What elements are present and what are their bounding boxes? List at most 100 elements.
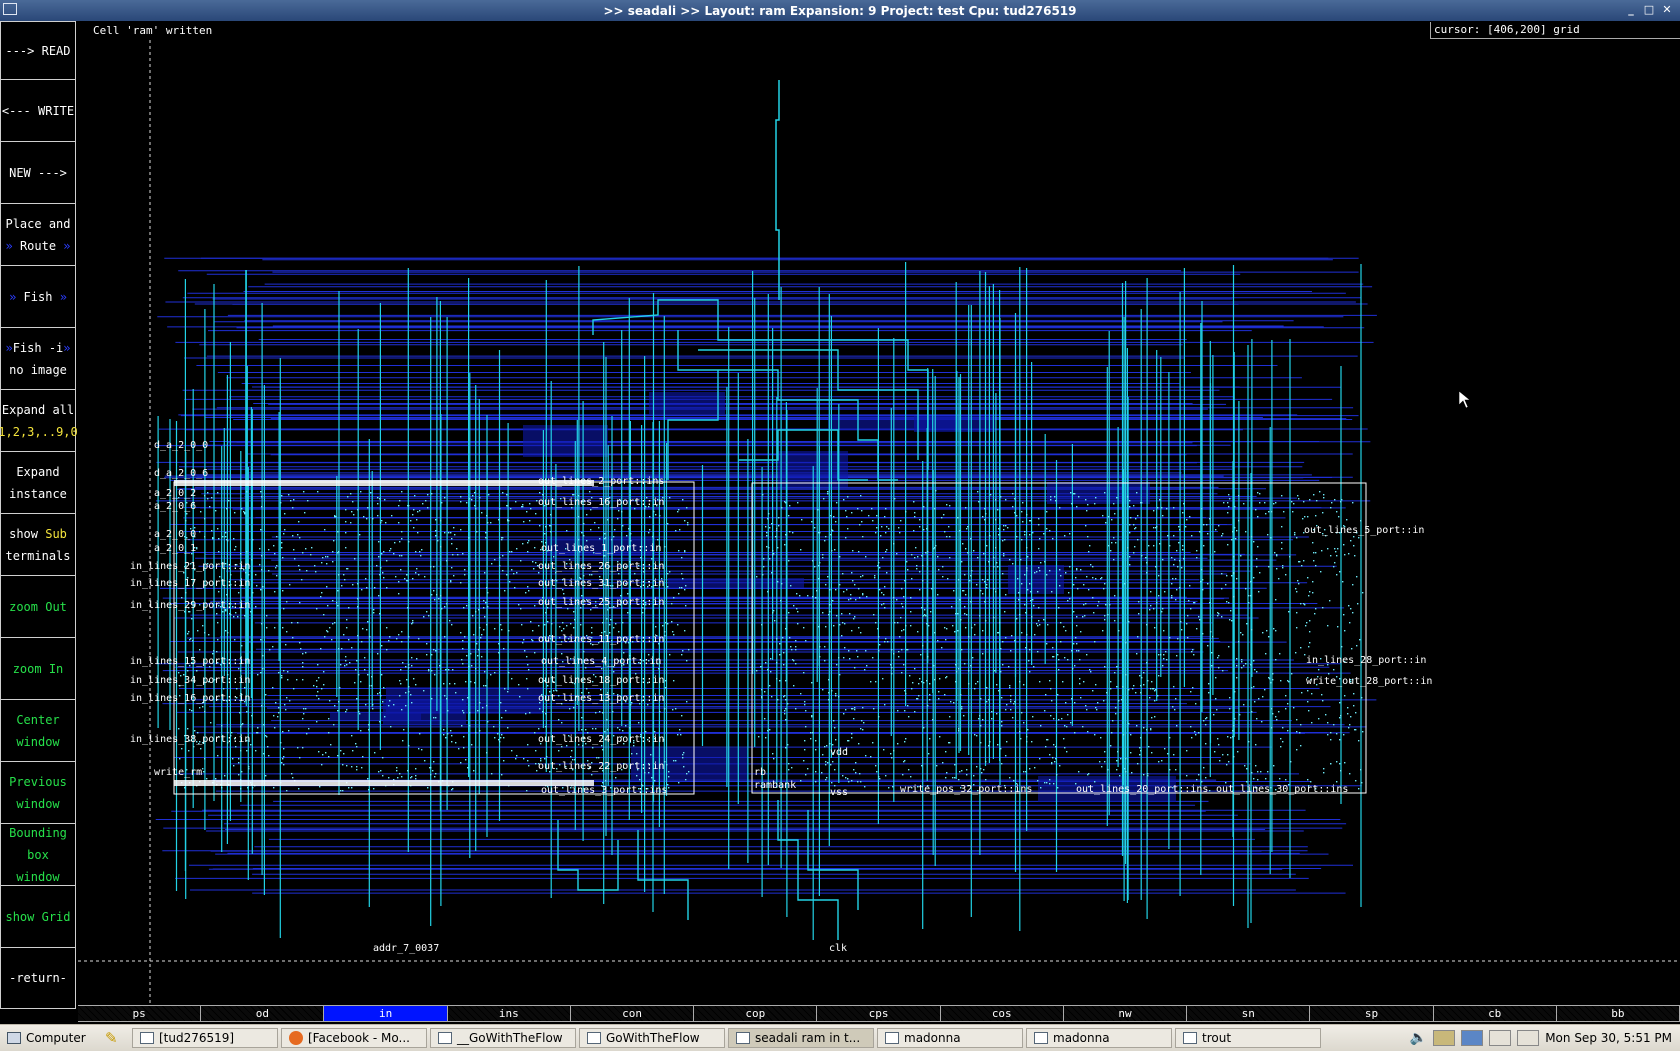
center-window-button[interactable]: Center window bbox=[0, 700, 76, 762]
zoom-in-button[interactable]: zoom In bbox=[0, 638, 76, 700]
zoom-out-button[interactable]: zoom Out bbox=[0, 576, 76, 638]
contact bbox=[970, 538, 972, 540]
fish-i-button[interactable]: »Fish -i» no image bbox=[0, 328, 76, 390]
contact bbox=[536, 770, 538, 772]
previous-window-button[interactable]: Previous window bbox=[0, 762, 76, 824]
contact bbox=[927, 656, 929, 658]
show-grid-button[interactable]: show Grid bbox=[0, 886, 76, 948]
metal-region bbox=[330, 712, 421, 720]
layer-tab-ins[interactable]: ins bbox=[447, 1005, 571, 1022]
return-button[interactable]: -return- bbox=[0, 948, 76, 1009]
taskbar-window[interactable]: [tud276519] bbox=[132, 1028, 278, 1048]
layer-tab-od[interactable]: od bbox=[201, 1005, 325, 1022]
maximize-icon[interactable]: □ bbox=[1643, 3, 1655, 16]
read-label: ---> READ bbox=[5, 43, 71, 58]
layer-tab-cos[interactable]: cos bbox=[940, 1005, 1064, 1022]
layer-tab-con[interactable]: con bbox=[570, 1005, 695, 1022]
contact bbox=[212, 537, 214, 539]
contact bbox=[538, 625, 540, 627]
contact bbox=[851, 737, 853, 739]
contact bbox=[766, 535, 768, 537]
contact bbox=[1262, 696, 1264, 698]
layer-tab-cop[interactable]: cop bbox=[694, 1005, 818, 1022]
taskbar-window[interactable]: madonna bbox=[1026, 1028, 1172, 1048]
contact bbox=[858, 588, 860, 590]
workspace-switcher[interactable] bbox=[1517, 1030, 1540, 1046]
layout-canvas[interactable]: d_a_2_0_0 d_a_2_0_6 a_2_0_2 a_2_0_6 a_2_… bbox=[78, 40, 1680, 1004]
contact bbox=[1336, 733, 1338, 735]
show-sub-terminals-button[interactable]: show Sub terminals bbox=[0, 514, 76, 576]
layer-tab-sp[interactable]: sp bbox=[1310, 1005, 1434, 1022]
instance-box-left[interactable] bbox=[173, 481, 695, 795]
contact bbox=[583, 523, 585, 525]
workspace-switcher[interactable] bbox=[1461, 1030, 1484, 1046]
layer-tab-in[interactable]: in bbox=[324, 1005, 448, 1022]
contact bbox=[1317, 676, 1319, 678]
contact bbox=[1039, 624, 1041, 626]
contact bbox=[494, 559, 496, 561]
contact bbox=[1120, 758, 1122, 760]
contact bbox=[1193, 654, 1195, 656]
contact bbox=[296, 679, 298, 681]
contact bbox=[1111, 542, 1113, 544]
contact bbox=[1078, 771, 1080, 773]
write-button[interactable]: <--- WRITE bbox=[0, 80, 76, 142]
contact bbox=[550, 525, 552, 527]
new-button[interactable]: NEW ---> bbox=[0, 142, 76, 204]
layer-tab-cps[interactable]: cps bbox=[817, 1005, 941, 1022]
close-icon[interactable]: ✕ bbox=[1662, 3, 1672, 16]
bounding-box-window-button[interactable]: Bounding box window bbox=[0, 824, 76, 886]
contact bbox=[884, 516, 886, 518]
layer-tab-bb[interactable]: bb bbox=[1556, 1005, 1680, 1022]
contact bbox=[761, 689, 763, 691]
expand-instance-button[interactable]: Expand instance bbox=[0, 452, 76, 514]
layer-tab-nw[interactable]: nw bbox=[1063, 1005, 1188, 1022]
taskbar-window[interactable]: GoWithTheFlow bbox=[579, 1028, 725, 1048]
taskbar-window[interactable]: [Facebook - Mo... bbox=[281, 1028, 427, 1048]
contact bbox=[1267, 534, 1269, 536]
expand-all-button[interactable]: Expand all 1,2,3,..9,0 bbox=[0, 390, 78, 452]
contact bbox=[381, 553, 383, 555]
contact bbox=[508, 630, 510, 632]
contact bbox=[281, 547, 283, 549]
contact bbox=[357, 509, 359, 511]
contact bbox=[408, 541, 410, 543]
contact bbox=[843, 591, 845, 593]
contact bbox=[1136, 492, 1138, 494]
contact bbox=[532, 640, 534, 642]
contact bbox=[804, 749, 806, 751]
contact bbox=[1162, 515, 1164, 517]
contact bbox=[461, 659, 463, 661]
contact bbox=[667, 573, 669, 575]
workspace-switcher[interactable] bbox=[1489, 1030, 1512, 1046]
workspace-switcher[interactable] bbox=[1433, 1030, 1456, 1046]
fish-button[interactable]: » Fish » bbox=[0, 266, 76, 328]
contact bbox=[558, 695, 560, 697]
contact bbox=[1316, 684, 1318, 686]
contact bbox=[460, 529, 462, 531]
taskbar-window[interactable]: madonna bbox=[877, 1028, 1023, 1048]
contact bbox=[851, 512, 853, 514]
instance-box-right[interactable] bbox=[751, 482, 1367, 794]
minimize-icon[interactable]: _ bbox=[1628, 3, 1634, 16]
layer-tab-cb[interactable]: cb bbox=[1433, 1005, 1557, 1022]
layer-tab-sn[interactable]: sn bbox=[1187, 1005, 1311, 1022]
contact bbox=[965, 548, 967, 550]
taskbar-window[interactable]: seadali ram in t... bbox=[728, 1028, 874, 1048]
contact bbox=[299, 569, 301, 571]
place-and-route-button[interactable]: Place and » Route » bbox=[0, 204, 76, 266]
clock[interactable]: Mon Sep 30, 5:51 PM bbox=[1545, 1031, 1672, 1045]
taskbar-window[interactable]: __GoWithTheFlow bbox=[430, 1028, 576, 1048]
terminal-label: in_lines_29_port::in bbox=[130, 600, 250, 611]
read-button[interactable]: ---> READ bbox=[0, 21, 76, 80]
contact bbox=[1186, 519, 1188, 521]
contact bbox=[847, 496, 849, 498]
layer-tab-ps[interactable]: ps bbox=[78, 1005, 202, 1022]
computer-menu-button[interactable]: Computer bbox=[0, 1028, 98, 1048]
contact bbox=[665, 680, 667, 682]
contact bbox=[904, 710, 906, 712]
taskbar-window[interactable]: trout bbox=[1175, 1028, 1321, 1048]
notes-launcher[interactable]: ✎ bbox=[98, 1028, 132, 1048]
volume-icon[interactable]: 🔈 bbox=[1409, 1030, 1428, 1046]
window-menu-icon[interactable] bbox=[3, 3, 17, 15]
